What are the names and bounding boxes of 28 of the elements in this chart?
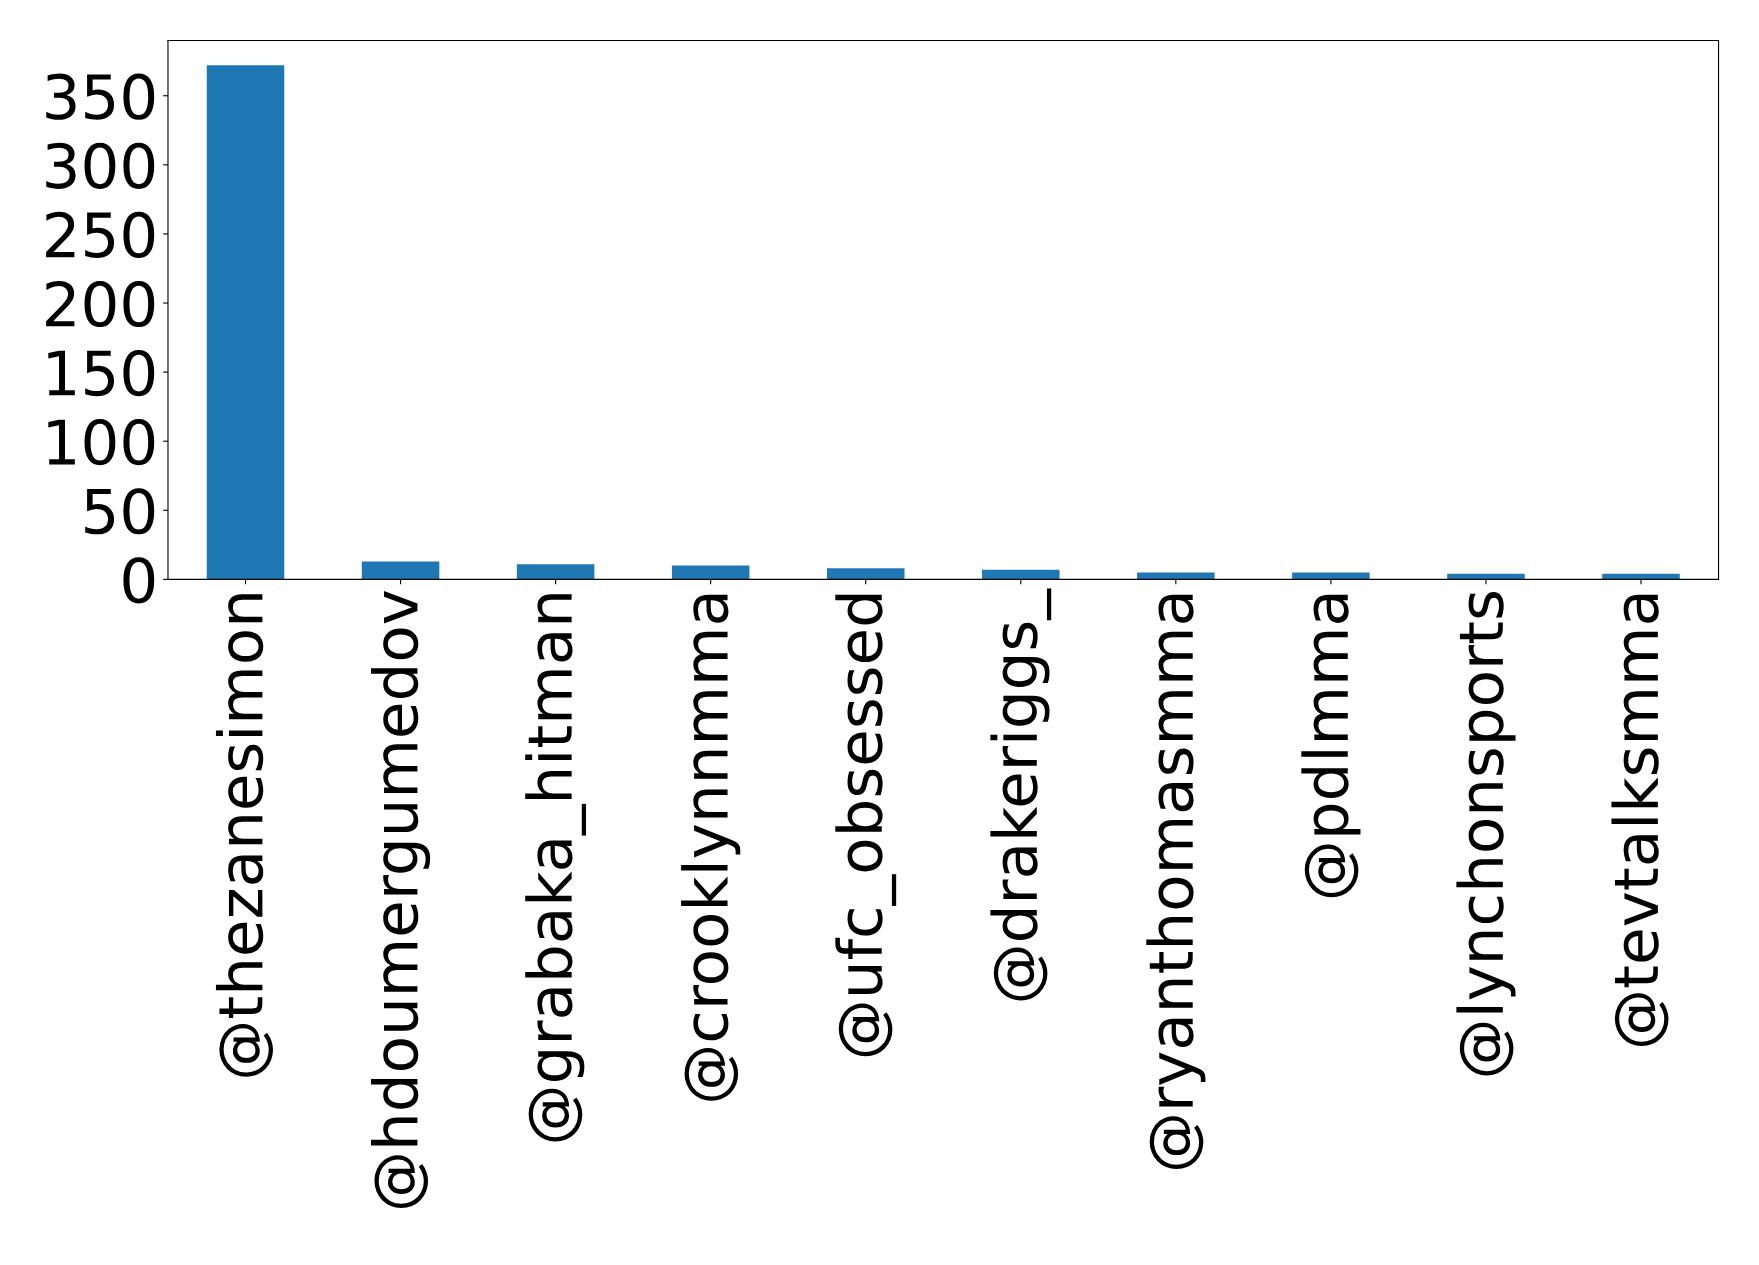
bar xyxy=(516,564,595,580)
x-tick-label: @lynchonsports xyxy=(1456,592,1516,1076)
bar xyxy=(1137,572,1215,580)
x-tick-label: @grabaka_hitman xyxy=(525,594,587,1142)
x-tick-label: @drakeriggs_ xyxy=(990,588,1052,1001)
y-tick-label: 150 xyxy=(48,349,155,397)
x-tick-label: @ryanthomasmma xyxy=(1146,594,1206,1170)
bar xyxy=(206,65,285,580)
bar xyxy=(1292,572,1370,580)
x-tick-label: @tevtalksmma xyxy=(1611,594,1669,1047)
y-tick-label: 250 xyxy=(46,211,155,259)
bar xyxy=(1447,573,1525,580)
x-tick-label: @crooklynnmma xyxy=(681,594,741,1101)
bar xyxy=(982,569,1060,580)
bar xyxy=(361,561,440,580)
bar xyxy=(671,565,750,580)
x-tick-label: @thezanesimon xyxy=(215,594,273,1077)
y-tick-label: 200 xyxy=(46,280,155,328)
y-tick-label: 50 xyxy=(85,488,155,535)
x-tick-label: @hdoumergumedov xyxy=(371,590,431,1209)
y-tick-label: 350 xyxy=(46,73,155,120)
y-tick-label: 0 xyxy=(123,557,155,604)
bar xyxy=(826,568,905,580)
bar xyxy=(1602,573,1680,580)
y-tick-label: 100 xyxy=(48,419,155,466)
x-tick-label: @pdlmma xyxy=(1301,594,1361,898)
x-tick-label: @ufc_obsessed xyxy=(835,594,897,1057)
y-tick-label: 300 xyxy=(46,142,155,189)
